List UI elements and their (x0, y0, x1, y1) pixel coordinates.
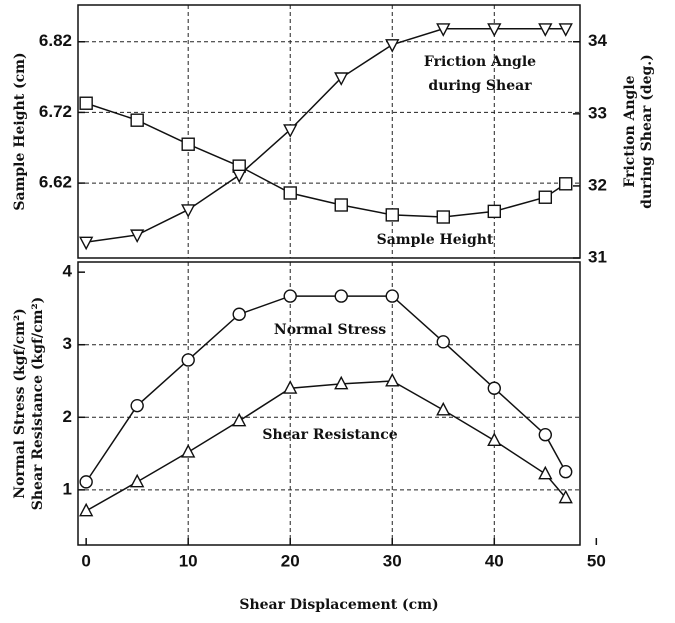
y2-tick-label: 33 (588, 103, 607, 122)
y2-tick-label: 34 (588, 31, 607, 50)
marker (283, 124, 298, 138)
y-axis-label: Sample Height (cm) (12, 52, 28, 210)
marker (436, 210, 450, 224)
y-tick-label: 6.62 (39, 173, 72, 192)
marker (79, 502, 94, 517)
series-line (85, 102, 567, 218)
marker (436, 335, 450, 349)
marker (232, 307, 246, 321)
marker (487, 23, 502, 37)
x-tick-label: 30 (383, 551, 402, 570)
marker (334, 198, 348, 212)
marker (79, 236, 94, 251)
marker (436, 23, 451, 37)
marker (334, 72, 349, 86)
y-tick-label: 6.72 (39, 102, 72, 121)
y-tick-label: 1 (63, 479, 72, 498)
marker (181, 137, 195, 151)
marker (559, 465, 573, 479)
annotation: Friction Angle (424, 54, 536, 70)
marker (385, 39, 400, 53)
marker (130, 113, 144, 127)
annotation: during Shear (428, 78, 532, 94)
marker (181, 204, 196, 218)
marker (130, 473, 145, 488)
marker (232, 169, 247, 184)
marker (538, 465, 553, 480)
plot-frame (77, 261, 581, 546)
marker (130, 229, 145, 244)
annotation: Normal Stress (274, 322, 386, 338)
x-tick-label: 0 (81, 551, 90, 570)
y-tick-label: 6.82 (39, 31, 72, 50)
marker (436, 401, 451, 416)
marker (385, 289, 399, 303)
y2-axis-label: during Shear (deg.) (639, 54, 655, 209)
y-axis-label: Normal Stress (kgf/cm²) (12, 308, 28, 498)
marker (283, 380, 298, 394)
x-axis-label: Shear Displacement (cm) (239, 597, 438, 613)
plot-frame (77, 4, 581, 259)
marker (487, 204, 501, 219)
y2-tick-label: 32 (588, 175, 607, 194)
marker (558, 23, 573, 37)
y2-tick-label: 31 (588, 247, 607, 266)
marker (334, 289, 348, 303)
marker (130, 398, 144, 413)
marker (334, 375, 349, 390)
marker (487, 432, 502, 447)
marker (181, 353, 195, 367)
y-tick-label: 3 (63, 334, 72, 353)
marker (538, 23, 553, 37)
marker (283, 186, 297, 200)
annotation: Shear Resistance (262, 427, 397, 443)
x-tick-label: 10 (179, 551, 198, 570)
y-axis-label: Shear Resistance (kgf/cm²) (30, 297, 46, 511)
marker (232, 412, 247, 427)
y-tick-label: 2 (63, 407, 72, 426)
marker (283, 289, 297, 303)
x-tick-label: 50 (587, 551, 606, 570)
marker (487, 381, 501, 395)
marker (385, 372, 400, 387)
y2-axis-label: Friction Angle (622, 75, 638, 187)
marker (538, 190, 553, 204)
marker (79, 475, 93, 489)
x-tick-label: 20 (281, 551, 300, 570)
marker (385, 208, 399, 222)
marker (79, 96, 93, 110)
annotation: Sample Height (377, 232, 494, 248)
marker (558, 489, 573, 504)
x-tick-label: 40 (485, 551, 504, 570)
marker (538, 428, 553, 442)
marker (181, 444, 196, 458)
y-tick-label: 4 (63, 262, 73, 281)
marker (559, 177, 573, 191)
